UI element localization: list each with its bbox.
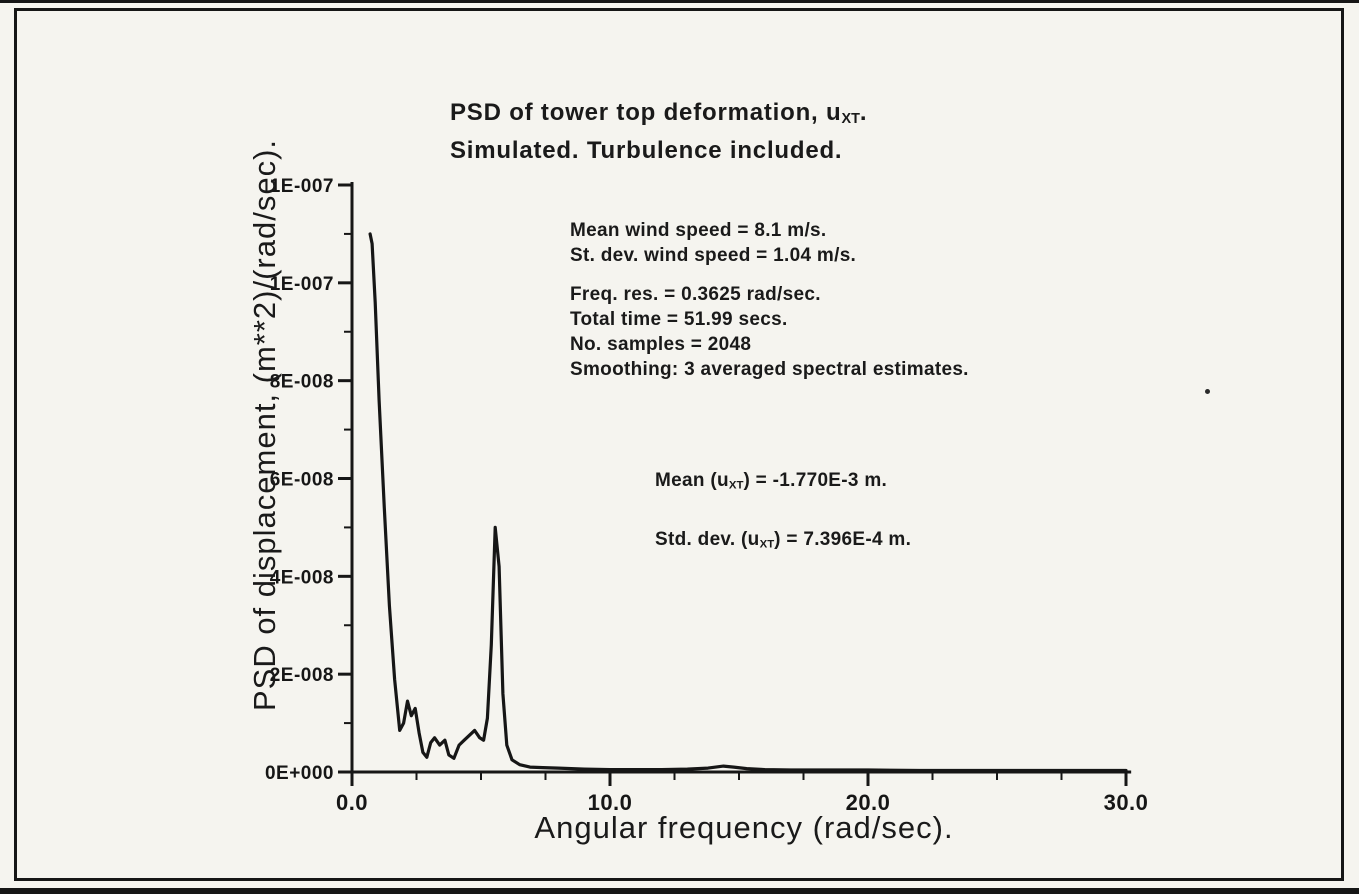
psd-curve	[368, 232, 1128, 773]
annotation-smoothing: Smoothing: 3 averaged spectral estimates…	[570, 359, 969, 380]
scan-speck	[1205, 389, 1210, 394]
x-tick-label: 0.0	[336, 790, 368, 815]
x-axis-label: Angular frequency (rad/sec).	[534, 810, 954, 845]
stdev-subscript: XT	[759, 538, 775, 550]
mean-text: Mean (u	[655, 470, 729, 491]
x-tick-label: 20.0	[846, 790, 891, 815]
y-tick-label: 8E-008	[270, 372, 334, 393]
y-tick-label: 6E-008	[270, 470, 334, 491]
wind-stats-annotation: Mean wind speed = 8.1 m/s. St. dev. wind…	[570, 218, 969, 382]
displacement-stats-annotation: Mean (uXT) = -1.770E-3 m. Std. dev. (uXT…	[655, 468, 911, 557]
chart-title: PSD of tower top deformation, uXT. Simul…	[450, 97, 867, 166]
x-tick-label: 10.0	[588, 790, 633, 815]
mean-subscript: XT	[728, 479, 744, 492]
annotation-spacer	[570, 268, 969, 282]
y-tick-label: 0E+000	[265, 763, 334, 784]
annotation-stdev-wind-speed: St. dev. wind speed = 1.04 m/s.	[570, 245, 857, 266]
scan-edge-bottom	[0, 888, 1359, 894]
figure-frame	[14, 8, 1344, 881]
x-tick-label: 30.0	[1104, 790, 1149, 815]
annotation-total-time: Total time = 51.99 secs.	[570, 309, 788, 330]
y-tick-label: 1E-007	[270, 274, 334, 295]
y-tick-label: 1E-007	[270, 176, 334, 197]
mean-value: ) = -1.770E-3 m.	[743, 470, 888, 491]
scan-edge-top	[0, 0, 1359, 3]
annotation-num-samples: No. samples = 2048	[570, 334, 752, 355]
annotation-mean-wind-speed: Mean wind speed = 8.1 m/s.	[570, 220, 827, 241]
annotation-freq-res: Freq. res. = 0.3625 rad/sec.	[570, 284, 821, 305]
y-tick-label: 2E-008	[270, 665, 334, 686]
chart-title-subscript: XT	[841, 111, 860, 128]
stdev-text: Std. dev. (u	[655, 528, 760, 550]
chart-title-line1: PSD of tower top deformation, uXT.	[450, 97, 867, 135]
annotation-mean-displacement: Mean (uXT) = -1.770E-3 m.	[655, 468, 911, 499]
chart-title-period: .	[859, 99, 868, 126]
stdev-value: ) = 7.396E-4 m.	[774, 528, 912, 550]
chart-title-text: PSD of tower top deformation, u	[450, 99, 842, 126]
y-axis-label: PSD of displacement, (m**2)/(rad/sec).	[247, 138, 282, 712]
y-tick-label: 4E-008	[270, 567, 334, 588]
annotation-stdev-displacement: Std. dev. (uXT) = 7.396E-4 m.	[655, 527, 911, 558]
chart-title-line2: Simulated. Turbulence included.	[450, 137, 843, 165]
